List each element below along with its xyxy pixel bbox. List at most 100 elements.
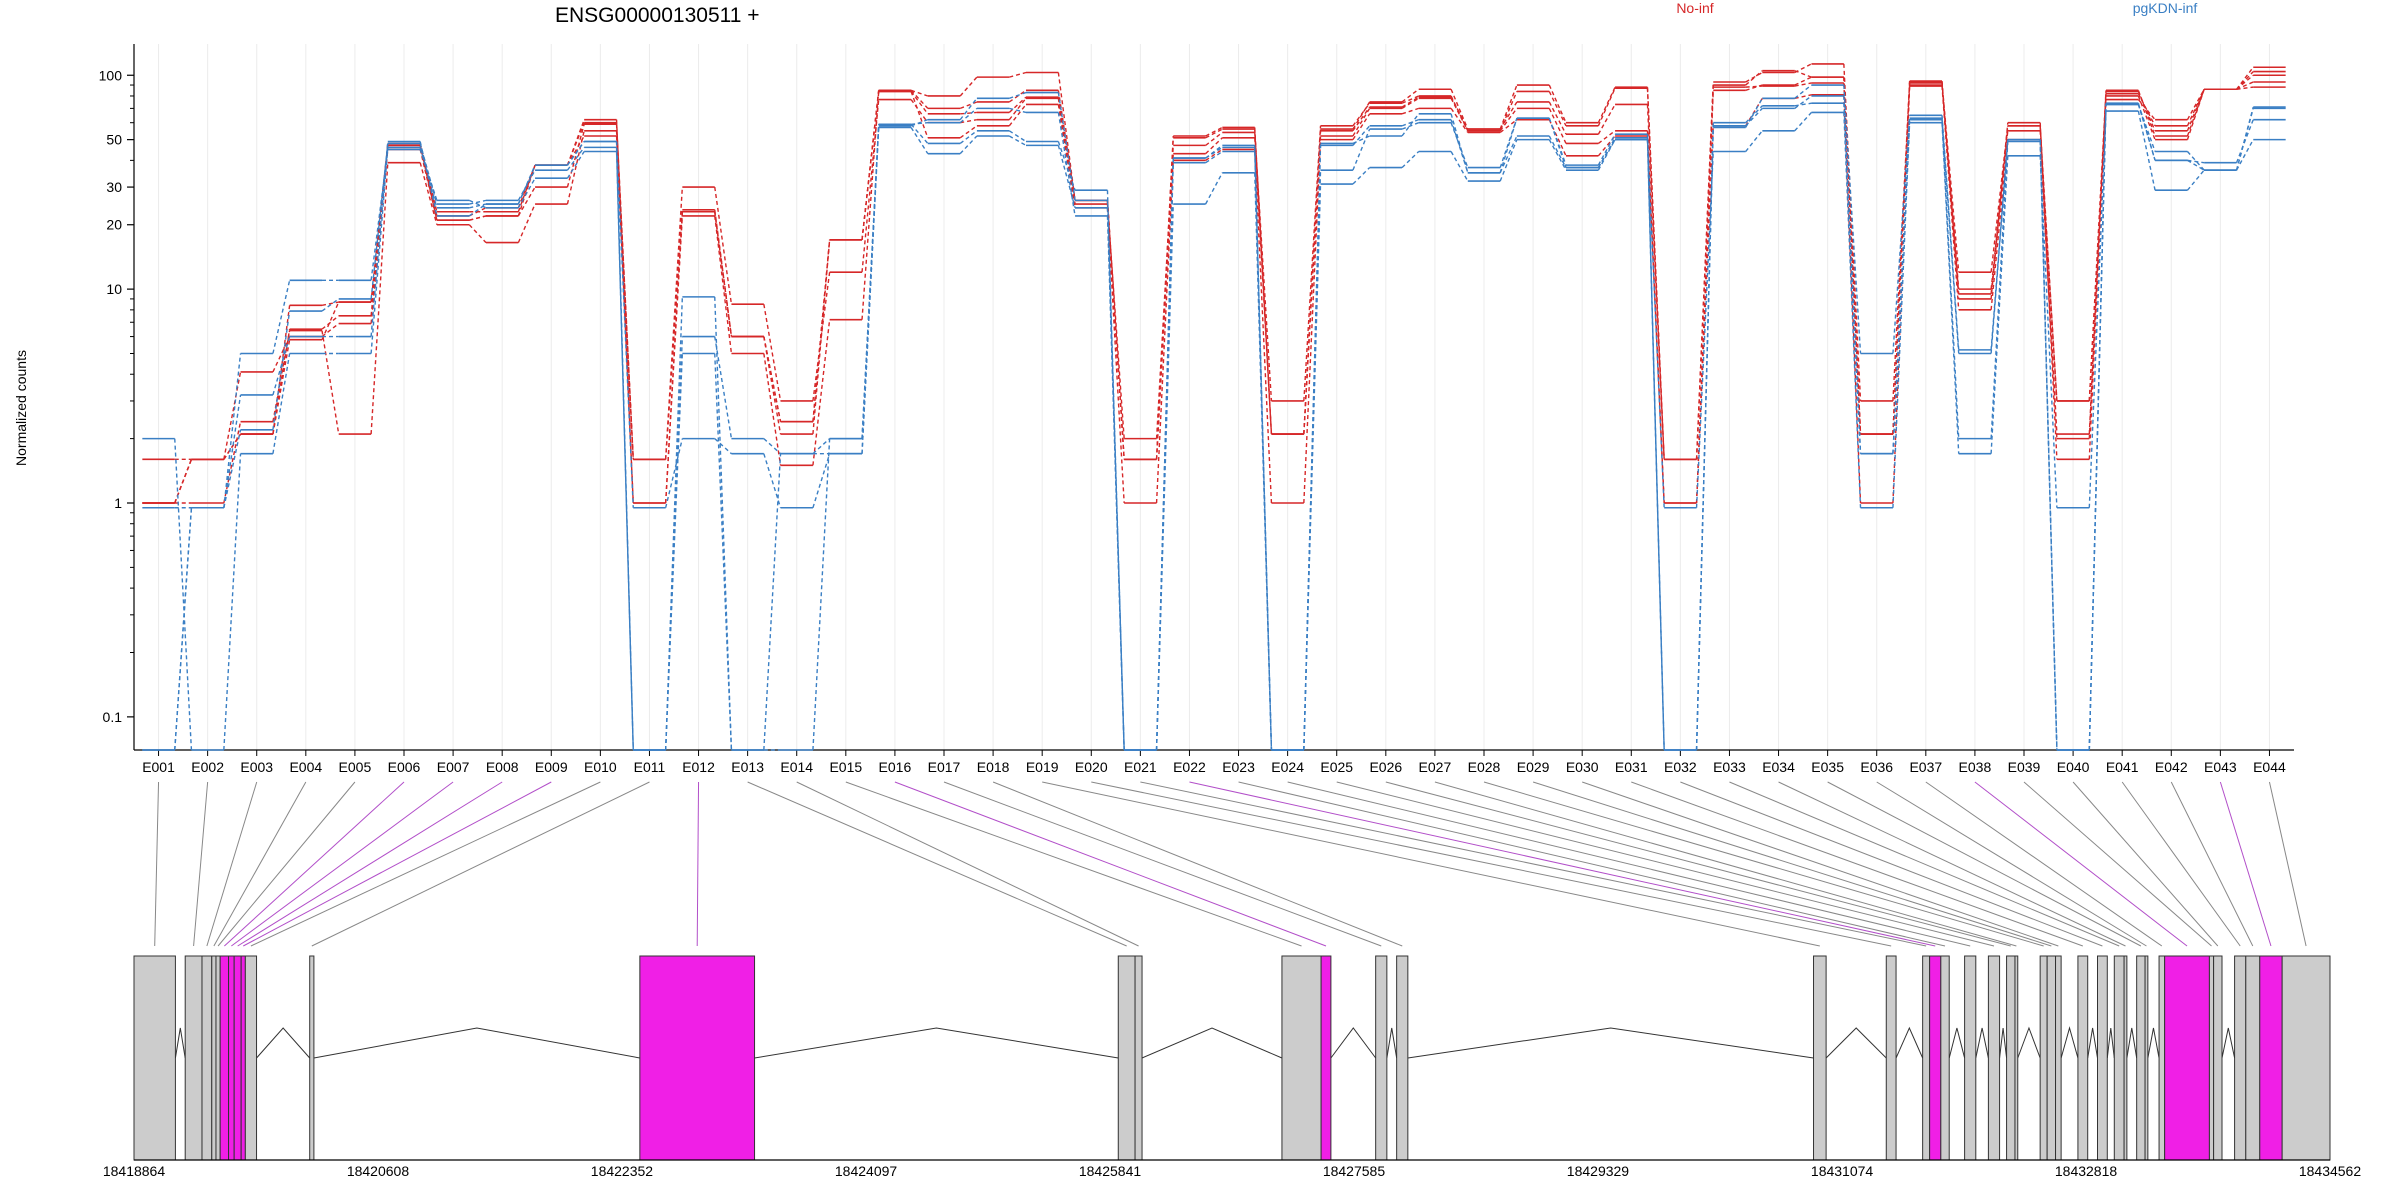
exon-box-e002 bbox=[184, 955, 203, 1161]
series-connector bbox=[1106, 207, 1125, 504]
exon-link-e011 bbox=[311, 781, 650, 947]
series-connector bbox=[1205, 148, 1223, 161]
series-connector bbox=[223, 394, 242, 508]
series-connector bbox=[714, 296, 733, 751]
series-connector bbox=[1794, 95, 1812, 109]
series-connector bbox=[1843, 95, 1862, 454]
exon-link-e006 bbox=[224, 781, 405, 947]
exon-link-e003 bbox=[206, 781, 258, 947]
exon-link-e018 bbox=[992, 781, 1403, 947]
series-connector bbox=[959, 107, 978, 124]
series-connector bbox=[1548, 135, 1567, 168]
series-connector bbox=[1303, 130, 1322, 435]
exon-link-e010 bbox=[250, 781, 601, 947]
exon-box-e043 bbox=[2259, 955, 2283, 1161]
series-connector bbox=[1401, 118, 1419, 127]
intron bbox=[2147, 1027, 2160, 1059]
y-axis-label: Normalized counts bbox=[13, 350, 29, 466]
exon-link-e043 bbox=[2219, 781, 2272, 947]
series-connector bbox=[517, 186, 536, 217]
series-connector bbox=[615, 130, 634, 504]
series-connector bbox=[910, 91, 929, 139]
exon-link-e007 bbox=[231, 781, 454, 947]
series-connector bbox=[1057, 104, 1076, 208]
exon-box-e019 bbox=[1813, 955, 1827, 1161]
series-connector bbox=[1892, 122, 1911, 508]
series-connector bbox=[2137, 90, 2156, 137]
exon-box-e011 bbox=[309, 955, 315, 1161]
series-connector bbox=[2088, 104, 2107, 751]
exon-box-e016 bbox=[1320, 955, 1332, 1161]
series-connector bbox=[1990, 125, 2009, 294]
series-pgkdn-inf-9 bbox=[142, 84, 2286, 751]
exon-link-e039 bbox=[2023, 781, 2212, 947]
series-connector bbox=[1009, 91, 1027, 99]
exon-link-e005 bbox=[217, 781, 356, 947]
x-tick-label-e033: E033 bbox=[1713, 759, 1746, 775]
exon-box-e023 bbox=[1940, 955, 1950, 1161]
x-tick-label-e019: E019 bbox=[1026, 759, 1059, 775]
series-connector bbox=[566, 146, 585, 171]
intron bbox=[1948, 1027, 1966, 1059]
x-tick-label-e011: E011 bbox=[634, 759, 666, 775]
x-tick-label-e018: E018 bbox=[977, 759, 1010, 775]
genomic-tick-label: 18420608 bbox=[347, 1163, 410, 1179]
series-connector bbox=[714, 336, 733, 439]
exon-box-e008 bbox=[233, 955, 242, 1161]
series-connector bbox=[910, 127, 929, 155]
exon-box-e004 bbox=[211, 955, 217, 1161]
series-connector bbox=[1009, 71, 1027, 78]
series-connector bbox=[1597, 104, 1616, 135]
y-tick-label: 20 bbox=[106, 217, 122, 233]
series-connector bbox=[1597, 130, 1616, 144]
x-tick-label-e021: E021 bbox=[1124, 759, 1157, 775]
exon-box-e013 bbox=[1117, 955, 1136, 1161]
series-connector bbox=[1450, 96, 1469, 130]
series-connector bbox=[1695, 90, 1714, 504]
series-connector bbox=[1401, 107, 1419, 115]
exon-box-e032 bbox=[2097, 955, 2108, 1161]
series-connector bbox=[1352, 108, 1371, 137]
x-tick-label-e026: E026 bbox=[1369, 759, 1402, 775]
x-tick-label-e035: E035 bbox=[1811, 759, 1844, 775]
series-connector bbox=[1008, 135, 1027, 146]
series-connector bbox=[959, 101, 978, 110]
series-connector bbox=[1843, 94, 1862, 504]
genomic-tick-label: 18422352 bbox=[591, 1163, 654, 1179]
series-connector bbox=[1057, 145, 1076, 208]
intron bbox=[1975, 1027, 1989, 1059]
series-connector bbox=[714, 215, 733, 354]
series-connector bbox=[714, 209, 733, 337]
series-connector bbox=[1450, 119, 1469, 173]
exon-link-e027 bbox=[1434, 781, 2017, 947]
series-connector bbox=[1499, 117, 1518, 173]
intron bbox=[2017, 1026, 2041, 1059]
series-no-inf-5 bbox=[142, 81, 2286, 504]
x-tick-label-e031: E031 bbox=[1615, 759, 1648, 775]
series-connector bbox=[615, 151, 634, 751]
series-connector bbox=[1205, 150, 1223, 164]
series-connector bbox=[1352, 128, 1371, 171]
series-connector bbox=[1008, 104, 1027, 127]
series-connector bbox=[370, 147, 389, 354]
series-connector bbox=[812, 239, 831, 422]
series-connector bbox=[1401, 122, 1419, 130]
exon-box-e017 bbox=[1375, 955, 1388, 1161]
y-tick-label: 10 bbox=[106, 281, 122, 297]
exon-box-e031 bbox=[2077, 955, 2089, 1161]
series-connector bbox=[1597, 133, 1616, 166]
series-connector bbox=[517, 164, 536, 205]
x-tick-label-e029: E029 bbox=[1517, 759, 1550, 775]
series-connector bbox=[517, 164, 536, 217]
series-connector bbox=[517, 177, 536, 209]
y-tick-label: 1 bbox=[114, 495, 122, 511]
series-connector bbox=[2236, 86, 2254, 90]
intron bbox=[1141, 1027, 1283, 1059]
x-tick-label-e037: E037 bbox=[1909, 759, 1942, 775]
series-connector bbox=[1646, 87, 1665, 460]
series-connector bbox=[1794, 111, 1812, 132]
series-connector bbox=[419, 143, 438, 205]
series-connector bbox=[1401, 95, 1419, 104]
series-connector bbox=[1205, 131, 1223, 146]
series-connector bbox=[272, 336, 291, 396]
